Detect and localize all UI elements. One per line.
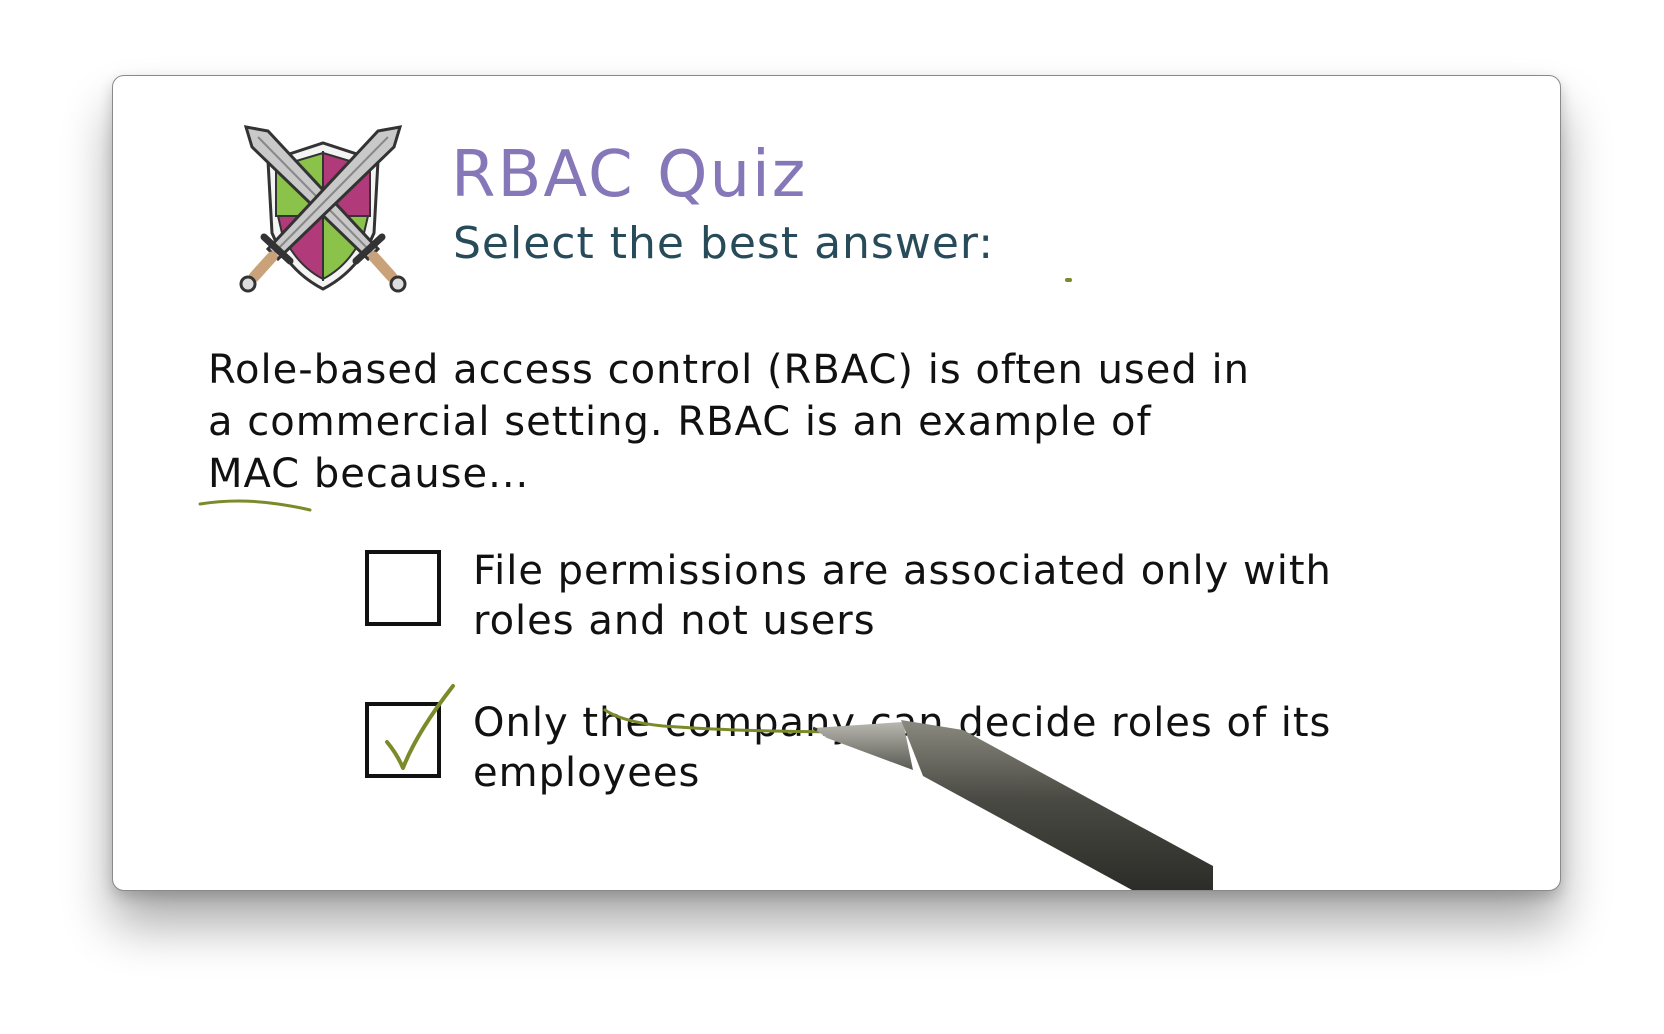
shield-crossed-swords-icon	[239, 125, 407, 293]
quiz-slide: RBAC Quiz Select the best answer: Role-b…	[112, 75, 1561, 891]
answer-checkbox-2[interactable]	[365, 684, 455, 778]
answer-option-2-line-2: employees	[473, 750, 701, 796]
answer-option-1-line-1: File permissions are associated only wit…	[473, 548, 1332, 594]
answer-checkbox-1[interactable]	[365, 550, 441, 626]
quiz-title: RBAC Quiz	[451, 138, 808, 212]
company-underline-annotation	[603, 708, 863, 734]
ink-mark	[1065, 278, 1072, 282]
answer-option-1-text: File permissions are associated only wit…	[473, 546, 1332, 646]
answer-option-1-line-2: roles and not users	[473, 598, 876, 644]
question-line-2: a commercial setting. RBAC is an example…	[208, 399, 1152, 445]
stylus-pen-icon	[813, 720, 1213, 890]
answer-option-1[interactable]: File permissions are associated only wit…	[365, 546, 1332, 646]
question-line-1: Role-based access control (RBAC) is ofte…	[208, 347, 1250, 393]
checkmark-icon	[385, 684, 455, 770]
question-text: Role-based access control (RBAC) is ofte…	[208, 344, 1388, 500]
question-line-3: MAC because...	[208, 451, 530, 497]
quiz-subtitle: Select the best answer:	[453, 218, 995, 269]
mac-underline-annotation	[198, 499, 312, 512]
